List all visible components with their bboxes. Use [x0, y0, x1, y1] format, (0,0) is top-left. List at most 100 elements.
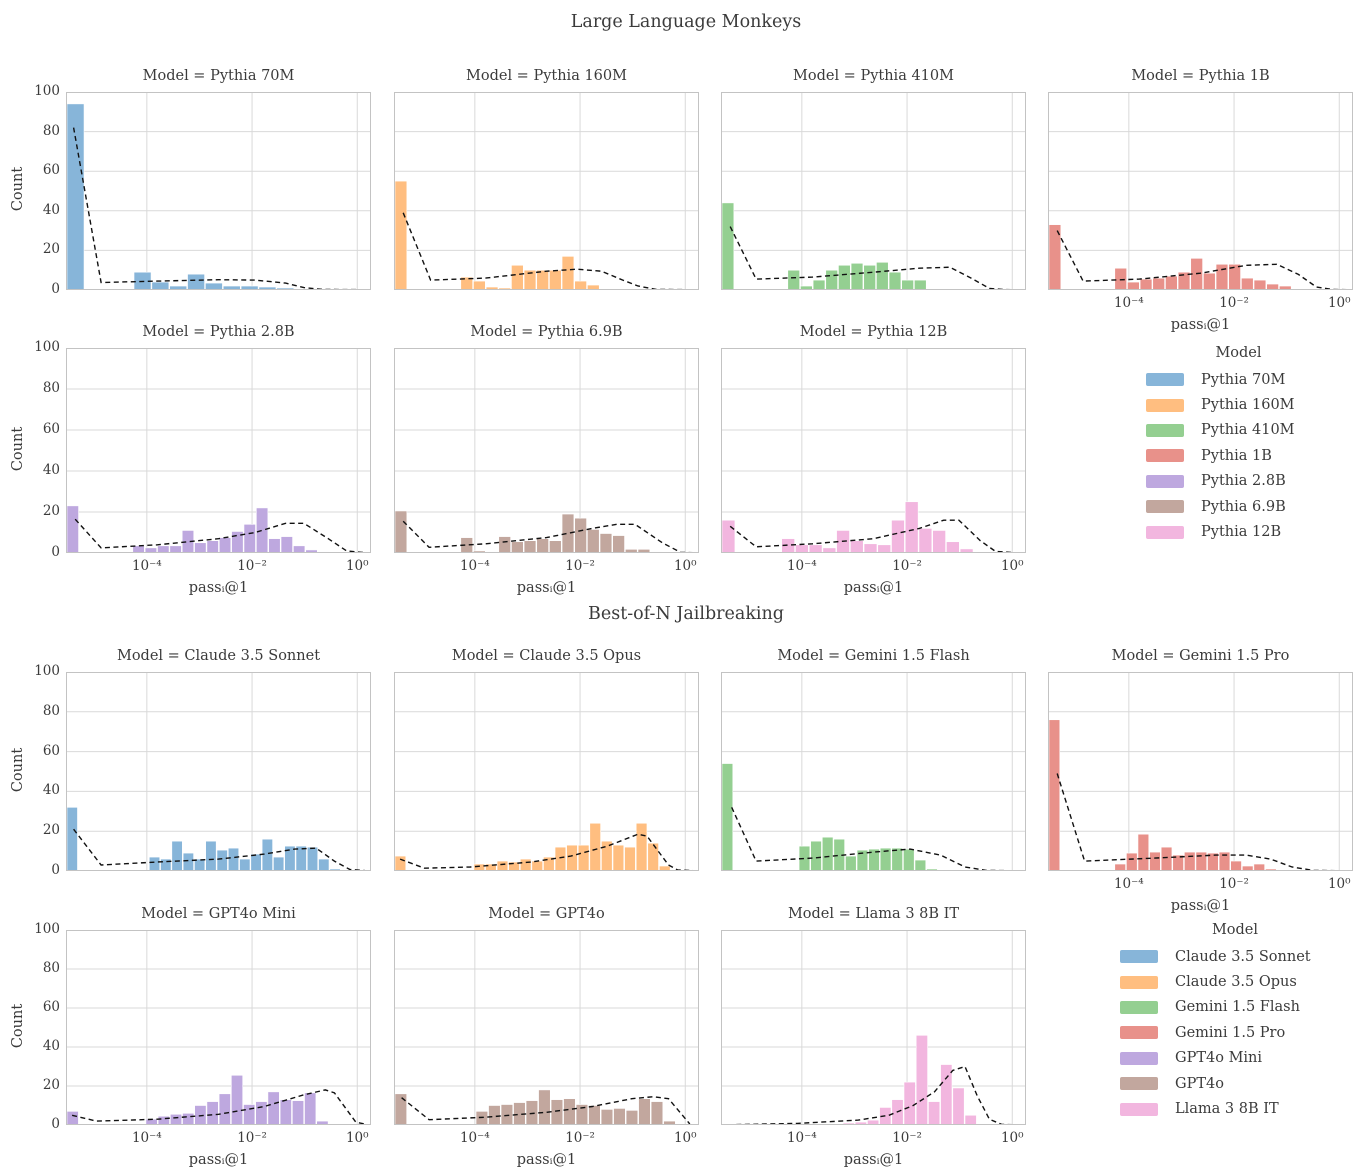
histogram-spike-bar	[1048, 719, 1061, 872]
histogram-bar	[1126, 852, 1138, 872]
histogram-bar	[600, 1109, 614, 1126]
histogram-bar	[318, 858, 330, 872]
histogram-bar	[891, 519, 905, 554]
y-tick-label: 0	[51, 862, 60, 878]
x-tick-label: 10⁻⁴	[459, 1130, 490, 1146]
histogram-spike-bar	[721, 763, 734, 872]
x-tick-label: 10⁰	[673, 1130, 697, 1146]
histogram-canvas-pythia-2-8b	[66, 347, 371, 554]
histogram-bar	[498, 536, 511, 554]
histogram-bar	[574, 517, 587, 554]
subplot-gemini-1-5-flash	[721, 671, 1026, 872]
subplot-pythia-70m	[66, 91, 371, 291]
kde-curve	[736, 1065, 1020, 1126]
y-tick-label: 100	[34, 663, 60, 679]
histogram-bar	[538, 1089, 551, 1126]
histogram-bar	[280, 536, 293, 554]
x-axis-label: passᵢ@1	[843, 1152, 904, 1168]
subplot-claude-3-5-opus	[394, 671, 699, 872]
y-tick-label: 100	[34, 83, 60, 99]
histogram-bar	[148, 856, 161, 872]
kde-curve	[401, 1095, 691, 1125]
legend-entry: Claude 3.5 Sonnet	[1120, 944, 1350, 969]
histogram-bar	[940, 1064, 953, 1126]
histogram-bar	[295, 845, 307, 872]
x-tick-label: 10⁻⁴	[786, 558, 817, 574]
histogram-bar	[1127, 281, 1140, 291]
histogram-bar	[915, 1035, 928, 1126]
plot-border	[721, 92, 1026, 290]
histogram-bar	[599, 533, 613, 554]
group2-title: Best-of-N Jailbreaking	[588, 604, 784, 624]
histogram-bar	[787, 269, 800, 291]
histogram-bar	[511, 541, 524, 554]
histogram-bar	[821, 836, 834, 872]
histogram-bar	[531, 860, 543, 872]
histogram-spike-bar	[66, 103, 85, 291]
y-tick-label: 80	[42, 702, 60, 719]
x-tick-label: 10⁻²	[237, 558, 267, 574]
histogram-bar	[918, 528, 933, 554]
histogram-bar	[227, 847, 240, 872]
histogram-bar	[536, 538, 549, 554]
kde-curve	[731, 807, 1020, 872]
x-tick-label: 10⁰	[673, 558, 697, 574]
legend-swatch	[1146, 373, 1184, 387]
y-tick-label: 40	[42, 782, 60, 799]
histogram-canvas-claude-3-5-sonnet	[66, 671, 371, 872]
kde-curve	[729, 519, 1017, 554]
histogram-bar	[574, 280, 587, 291]
y-tick-label: 0	[51, 281, 60, 297]
histogram-bar	[1160, 846, 1173, 872]
y-tick-label: 0	[51, 1116, 60, 1132]
histogram-bar	[901, 279, 914, 291]
subplot-title-pythia-160m: Model = Pythia 160M	[466, 68, 627, 84]
histogram-bar	[1152, 277, 1165, 291]
subplot-pythia-1b	[1048, 91, 1353, 291]
legend-entry-label: Claude 3.5 Sonnet	[1175, 948, 1311, 965]
y-tick-label: 60	[42, 742, 60, 759]
x-tick-label: 10⁻⁴	[1113, 876, 1144, 892]
histogram-bar	[1253, 279, 1267, 291]
x-tick-label: 10⁰	[1327, 876, 1351, 892]
histogram-bar	[588, 1105, 601, 1126]
legend-entry-label: Pythia 160M	[1201, 397, 1295, 414]
legend-swatch	[1120, 1000, 1158, 1014]
histogram-bar	[250, 853, 262, 872]
histogram-bar	[231, 1074, 244, 1126]
x-tick-label: 10⁻²	[565, 1130, 595, 1146]
histogram-bar	[1215, 263, 1229, 291]
kde-curve	[1056, 773, 1347, 872]
histogram-bar	[613, 1108, 626, 1126]
histogram-bar	[182, 852, 194, 872]
kde-curve	[72, 127, 365, 291]
legend-entry-label: Pythia 2.8B	[1201, 473, 1286, 490]
histogram-bar	[500, 1104, 514, 1126]
histogram-canvas-pythia-1b	[1048, 91, 1353, 291]
histogram-spike-bar	[394, 180, 408, 291]
legend-entry: Llama 3 8B IT	[1120, 1096, 1350, 1121]
x-tick-label: 10⁻⁴	[459, 558, 490, 574]
kde-curve	[74, 518, 365, 554]
histogram-bar	[577, 844, 590, 872]
histogram-spike-bar	[66, 1111, 79, 1126]
y-axis-label: Count	[10, 166, 26, 212]
histogram-spike-bar	[394, 510, 408, 554]
histogram-bar	[255, 1101, 268, 1126]
y-tick-label: 80	[42, 380, 60, 396]
legend-entry-label: Pythia 6.9B	[1201, 498, 1286, 515]
histogram-bar	[946, 541, 960, 554]
histogram-bar	[292, 1100, 305, 1126]
y-tick-label: 20	[42, 822, 60, 839]
subplot-title-pythia-1b: Model = Pythia 1B	[1131, 68, 1270, 84]
histogram-bar	[304, 1092, 317, 1126]
plot-border	[1048, 672, 1353, 871]
plot-border	[66, 92, 371, 290]
legend-entry: GPT4o	[1120, 1071, 1350, 1096]
subplot-title-llama-3-8b-it: Model = Llama 3 8B IT	[787, 906, 960, 922]
histogram-bar	[206, 1101, 219, 1126]
legend-entry-label: Gemini 1.5 Pro	[1175, 1024, 1286, 1041]
histogram-bar	[554, 846, 567, 872]
legend-entry: Gemini 1.5 Flash	[1120, 995, 1350, 1020]
histogram-bar	[638, 1098, 651, 1126]
